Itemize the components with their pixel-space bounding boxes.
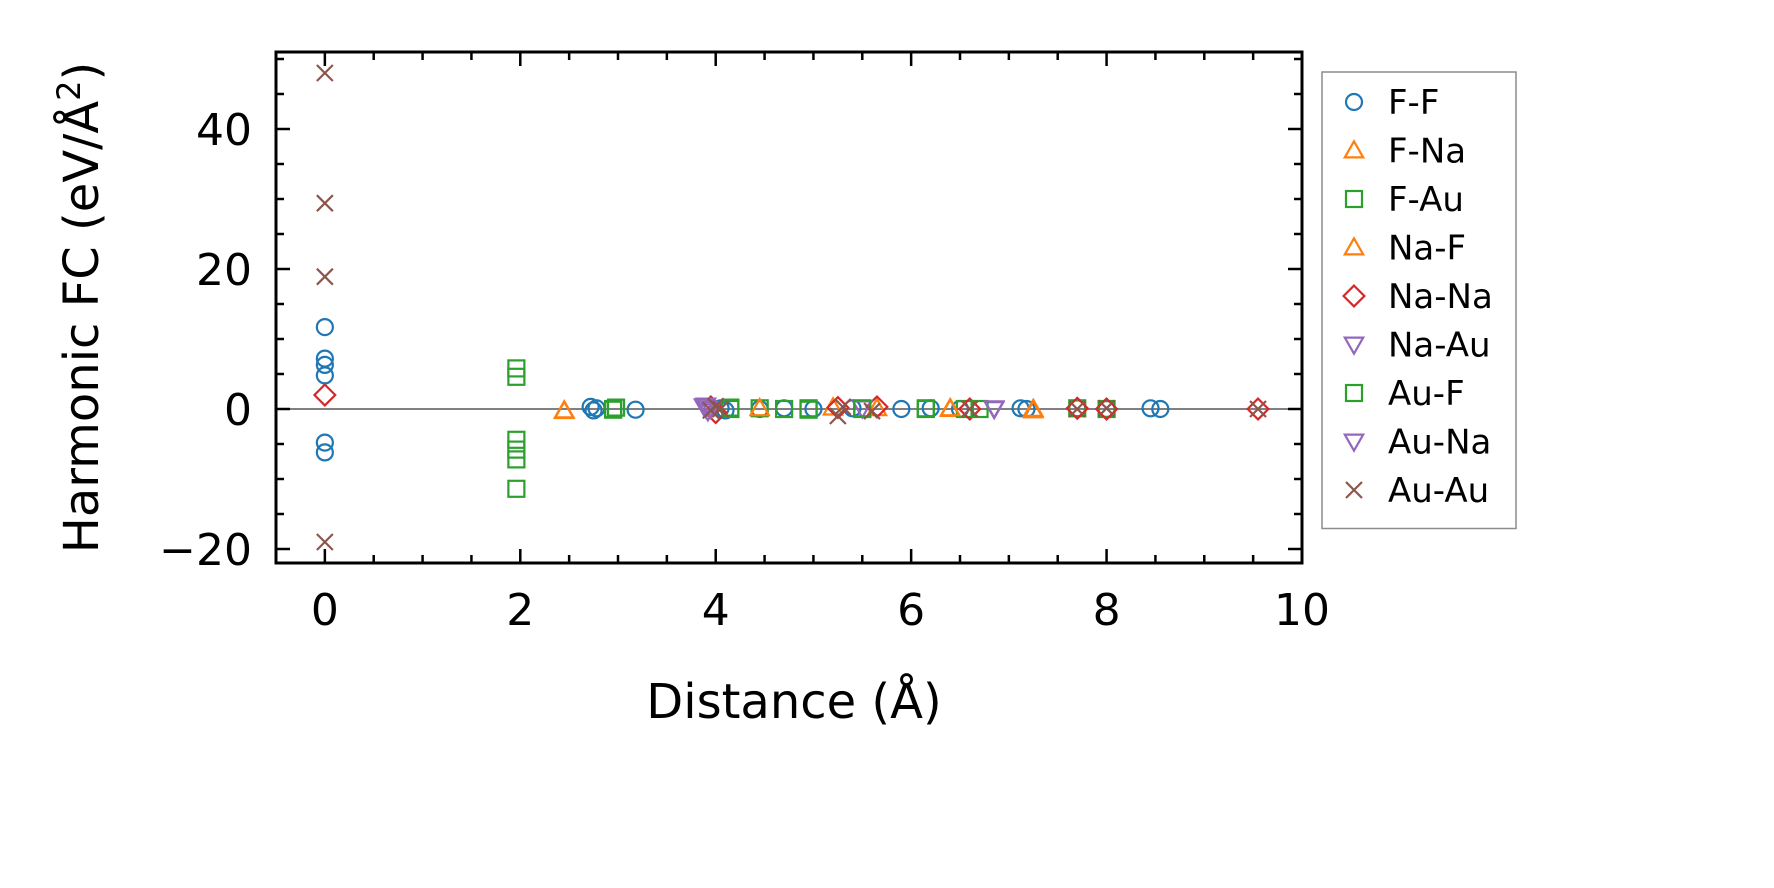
y-axis-label: Harmonic FC (eV/Å2) <box>50 62 110 554</box>
legend-marker <box>1342 336 1366 356</box>
data-point <box>315 355 334 374</box>
data-point <box>1246 397 1270 421</box>
data-point <box>1097 399 1116 418</box>
plot-frame <box>274 50 1304 565</box>
data-point <box>970 399 989 419</box>
data-point <box>851 400 874 420</box>
data-point <box>1097 399 1116 419</box>
legend-label: Au-Au <box>1388 471 1489 511</box>
y-tick-label: −20 <box>159 525 252 576</box>
legend-label: Au-Na <box>1388 423 1491 463</box>
legend-item: Na-F <box>1342 229 1466 269</box>
legend-item: Na-Na <box>1342 277 1493 317</box>
legend-item: Au-F <box>1344 374 1465 414</box>
data-point <box>507 430 526 449</box>
data-point <box>694 397 718 417</box>
data-point <box>939 396 962 417</box>
data-point <box>315 366 334 385</box>
data-point <box>863 402 881 420</box>
data-point <box>833 398 852 416</box>
data-point <box>507 367 526 386</box>
data-point <box>1249 400 1267 418</box>
series-au-au <box>316 64 1267 551</box>
legend-label: Na-Na <box>1388 277 1493 317</box>
data-point <box>507 450 526 469</box>
data-point <box>1151 399 1170 419</box>
legend-label: F-Na <box>1388 132 1466 172</box>
data-point <box>584 401 603 420</box>
data-point <box>1065 396 1090 421</box>
legend-item: F-Au <box>1344 180 1464 220</box>
data-point <box>604 399 623 419</box>
legend-marker <box>1344 383 1364 403</box>
data-point <box>1094 397 1119 421</box>
data-point <box>775 399 794 419</box>
data-point <box>1068 400 1087 418</box>
legend-marker <box>1342 284 1366 308</box>
data-point <box>960 400 979 418</box>
legend-marker <box>1342 139 1366 159</box>
legend-marker <box>1344 189 1364 209</box>
series-f-au <box>507 359 1116 498</box>
data-point <box>1141 399 1160 418</box>
data-point <box>315 433 334 452</box>
legend-label: F-F <box>1388 83 1439 123</box>
x-axis-label: Distance (Å) <box>646 673 941 730</box>
data-point <box>626 400 645 419</box>
data-point <box>316 533 334 551</box>
legend-item: Na-Au <box>1342 326 1491 366</box>
legend-label: F-Au <box>1388 180 1464 220</box>
data-point <box>507 479 526 498</box>
data-point <box>507 440 526 459</box>
data-point <box>957 397 982 421</box>
data-point <box>316 194 334 212</box>
data-point <box>606 398 626 417</box>
x-tick-label: 4 <box>702 585 730 636</box>
y-tick-label: 40 <box>196 105 252 156</box>
data-point <box>799 400 818 419</box>
legend-label: Au-F <box>1388 374 1465 414</box>
data-point <box>316 267 334 286</box>
data-point <box>1022 397 1045 417</box>
legend-marker <box>1342 236 1366 256</box>
series-f-f <box>315 318 1170 462</box>
data-point <box>1068 399 1087 418</box>
legend-item: F-F <box>1344 83 1439 123</box>
data-point <box>829 407 847 425</box>
x-tick-label: 2 <box>506 585 534 636</box>
legend-marker <box>1344 92 1364 112</box>
data-point <box>916 399 935 419</box>
data-point <box>312 383 337 407</box>
legend-label: Na-F <box>1388 229 1466 269</box>
data-point <box>892 399 911 419</box>
data-point <box>315 443 334 462</box>
data-point <box>316 64 334 82</box>
x-tick-label: 0 <box>311 585 339 636</box>
legend-item: Au-Au <box>1345 471 1489 511</box>
data-point <box>748 396 771 417</box>
data-point <box>553 398 576 419</box>
x-tick-label: 6 <box>897 585 925 636</box>
legend-item: Au-Na <box>1342 423 1491 463</box>
data-point <box>983 400 1006 420</box>
legend-label: Na-Au <box>1388 326 1491 366</box>
data-point <box>706 397 725 415</box>
legend-box <box>1321 71 1517 530</box>
y-tick-label: 0 <box>224 385 252 436</box>
x-tick-label: 10 <box>1274 585 1330 636</box>
x-tick-label: 8 <box>1093 585 1121 636</box>
y-tick-label: 20 <box>196 245 252 296</box>
legend-item: F-Na <box>1342 132 1466 172</box>
legend-marker <box>1342 433 1366 453</box>
legend-marker <box>1345 481 1363 499</box>
data-point <box>315 318 334 337</box>
data-point <box>711 400 730 418</box>
